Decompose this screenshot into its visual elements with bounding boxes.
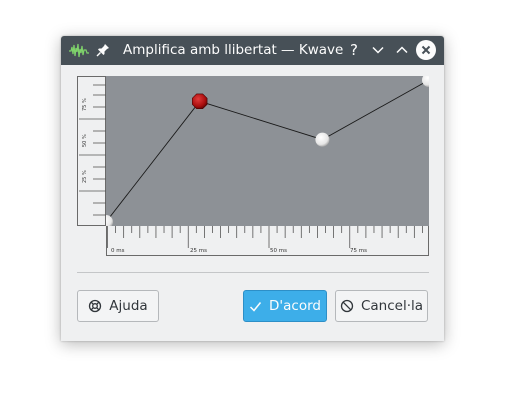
dialog-window: Amplifica amb llibertat — Kwave ? <box>61 36 444 341</box>
help-lifebuoy-icon <box>89 299 102 313</box>
curve-point-2[interactable] <box>192 93 208 110</box>
amplitude-curve-line <box>106 79 429 223</box>
y-label-50: 50 % <box>82 134 88 147</box>
title-bar[interactable]: Amplifica amb llibertat — Kwave ? <box>61 36 444 65</box>
close-icon[interactable] <box>416 40 436 60</box>
checkmark-icon <box>249 301 262 312</box>
curve-point-1[interactable] <box>106 215 113 226</box>
cancel-button[interactable]: Cancel·la <box>335 290 428 322</box>
ok-button-label: D'acord <box>269 298 321 314</box>
help-icon[interactable]: ? <box>350 41 358 59</box>
ok-button[interactable]: D'acord <box>243 290 327 322</box>
x-label-50ms: 50 ms <box>270 248 287 254</box>
kwave-waveform-icon <box>69 43 89 58</box>
vertical-ruler: 75 % 50 % 25 % <box>77 76 107 226</box>
help-button[interactable]: Ajuda <box>77 290 159 322</box>
y-label-25: 25 % <box>82 170 88 183</box>
curve-point-3[interactable] <box>315 132 330 147</box>
x-label-75ms: 75 ms <box>350 248 367 254</box>
y-label-75: 75 % <box>82 98 88 111</box>
window-title: Amplifica amb llibertat — Kwave <box>123 42 344 58</box>
curve-canvas[interactable] <box>106 76 429 226</box>
x-label-0ms: 0 ms <box>111 248 125 254</box>
cancel-icon <box>340 299 354 313</box>
minimize-icon[interactable] <box>369 41 387 59</box>
cancel-button-label: Cancel·la <box>360 298 424 314</box>
curve-point-4[interactable] <box>422 76 429 87</box>
x-label-25ms: 25 ms <box>190 248 207 254</box>
pin-icon[interactable] <box>96 43 110 57</box>
curve-editor: 75 % 50 % 25 % 0 <box>77 76 429 258</box>
separator <box>77 272 429 273</box>
help-button-label: Ajuda <box>109 298 148 314</box>
maximize-icon[interactable] <box>393 41 411 59</box>
horizontal-ruler: 0 ms 25 ms 50 ms 75 ms <box>106 226 429 256</box>
